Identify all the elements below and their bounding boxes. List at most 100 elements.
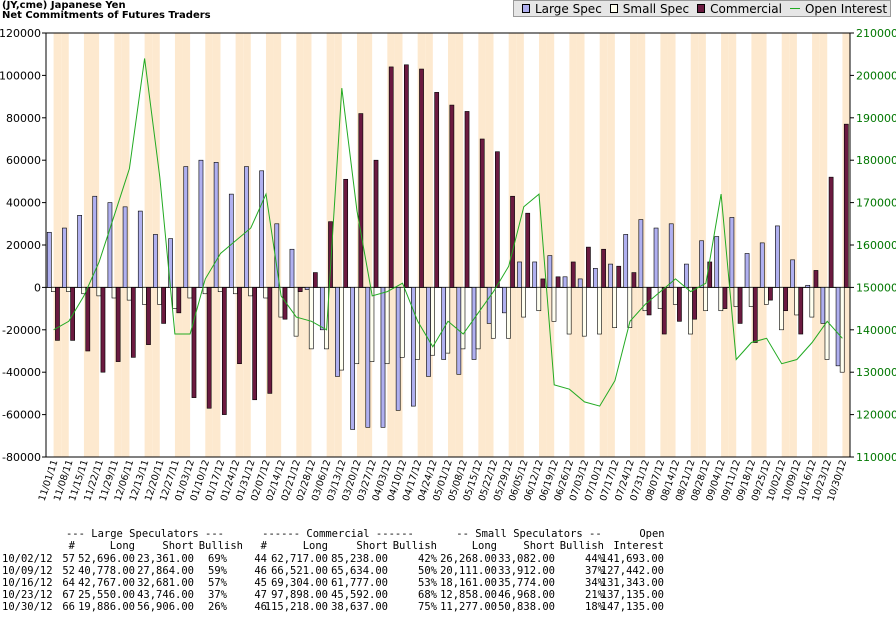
- column-band: [455, 33, 464, 457]
- commercial-bar: [328, 221, 333, 288]
- table-cell: 50%: [418, 565, 437, 577]
- y-right-tick-label: 120000: [856, 409, 896, 422]
- table-cell: 43,746.00: [137, 589, 194, 601]
- y-right-tick-label: 210000: [856, 27, 896, 40]
- small-spec-bar: [217, 287, 223, 292]
- group-header: ------ Commercial ------: [262, 528, 414, 540]
- large-spec-bar: [137, 210, 143, 288]
- column-header: Bullish: [392, 540, 437, 552]
- column-band: [114, 33, 122, 457]
- small-spec-bar: [354, 287, 360, 365]
- column-band: [690, 33, 699, 457]
- cot-table: --- Large Speculators --- ------ Commerci…: [2, 528, 682, 618]
- large-spec-bar: [77, 215, 82, 288]
- commercial-bar: [631, 272, 637, 288]
- large-spec-bar: [820, 287, 826, 324]
- large-spec-bar: [623, 234, 629, 288]
- table-cell: 59%: [208, 565, 227, 577]
- large-spec-bar: [107, 202, 113, 288]
- large-spec-bar: [790, 259, 795, 288]
- table-cell: 131,343.00: [600, 577, 664, 589]
- y-right-tick-label: 130000: [856, 366, 896, 379]
- table-cell: 33,912.00: [498, 565, 555, 577]
- table-cell: 61,777.00: [331, 577, 388, 589]
- commercial-bar: [419, 68, 424, 288]
- column-band: [485, 33, 494, 457]
- y-right-tick-label: 190000: [856, 112, 896, 125]
- table-cell: 45,592.00: [331, 589, 388, 601]
- small-spec-bar: [187, 287, 193, 299]
- table-cell: 97,898.00: [271, 589, 328, 601]
- legend-label: Commercial: [710, 1, 782, 16]
- commercial-bar: [828, 176, 834, 288]
- column-band: [569, 33, 577, 457]
- legend-swatch: [522, 4, 530, 13]
- legend: Large Spec Small Spec Commercial Open Inter…: [513, 0, 891, 17]
- large-spec-bar: [213, 162, 219, 288]
- y-left-tick-label: -80000: [2, 451, 41, 464]
- commercial-bar: [146, 287, 151, 345]
- small-spec-bar: [688, 287, 693, 335]
- large-spec-bar: [319, 287, 325, 331]
- commercial-bar: [540, 278, 546, 288]
- commercial-bar: [161, 287, 166, 324]
- commercial-bar: [282, 287, 288, 320]
- small-spec-bar: [551, 287, 557, 322]
- column-band: [546, 33, 555, 457]
- small-spec-bar: [748, 287, 754, 307]
- small-spec-bar: [672, 287, 678, 305]
- commercial-bar: [616, 265, 622, 288]
- open-interest-line: [53, 58, 843, 407]
- commercial-bar: [510, 195, 515, 288]
- commercial-bar: [525, 212, 531, 288]
- column-header: Long: [471, 540, 497, 552]
- commercial-bar: [495, 151, 500, 288]
- commercial-bar: [130, 287, 136, 358]
- chart-subtitle: Net Commitments of Futures Traders: [2, 10, 211, 21]
- table-cell: 62,717.00: [271, 553, 328, 565]
- table-cell: 50,838.00: [498, 601, 555, 613]
- y-left-tick-label: 100000: [0, 69, 41, 82]
- table-cell: 21%: [585, 589, 604, 601]
- commercial-bar: [176, 287, 182, 314]
- small-spec-bar: [763, 287, 769, 305]
- commercial-bar: [586, 246, 591, 288]
- small-spec-bar: [233, 287, 238, 295]
- commercial-bar: [297, 287, 303, 292]
- large-spec-bar: [714, 236, 720, 288]
- commercial-bar: [555, 276, 561, 288]
- column-header: Short: [356, 540, 388, 552]
- table-cell: 69,304.00: [271, 577, 328, 589]
- large-spec-bar: [365, 287, 371, 428]
- column-band: [789, 33, 797, 457]
- table-cell: 47: [254, 589, 267, 601]
- column-band: [576, 33, 585, 457]
- column-band: [364, 33, 373, 457]
- large-spec-bar: [532, 261, 538, 288]
- legend-item-commercial: Commercial: [697, 2, 782, 16]
- table-cell: 20,111.00: [440, 565, 497, 577]
- table-cell: 56,906.00: [137, 601, 194, 613]
- small-spec-bar: [506, 287, 511, 339]
- small-spec-bar: [839, 287, 845, 373]
- small-spec-bar: [399, 287, 405, 358]
- table-cell: 57: [62, 553, 75, 565]
- table-cell: 19,886.00: [78, 601, 135, 613]
- legend-item-open-interest: Open Interest: [789, 2, 887, 16]
- small-spec-bar: [536, 287, 542, 312]
- column-band: [296, 33, 304, 457]
- table-cell: 115,218.00: [264, 601, 328, 613]
- large-spec-bar: [699, 240, 704, 288]
- large-spec-bar: [653, 227, 659, 288]
- small-spec-bar: [809, 287, 815, 318]
- large-spec-bar: [502, 287, 507, 314]
- table-cell: 127,442.00: [600, 565, 664, 577]
- commercial-bar: [677, 287, 682, 322]
- large-spec-bar: [517, 261, 522, 288]
- commercial-bar: [206, 287, 212, 409]
- table-cell: 23,361.00: [137, 553, 194, 565]
- small-spec-bar: [430, 287, 435, 356]
- large-spec-bar: [805, 284, 811, 288]
- large-spec-bar: [471, 287, 477, 360]
- large-spec-bar: [198, 159, 204, 288]
